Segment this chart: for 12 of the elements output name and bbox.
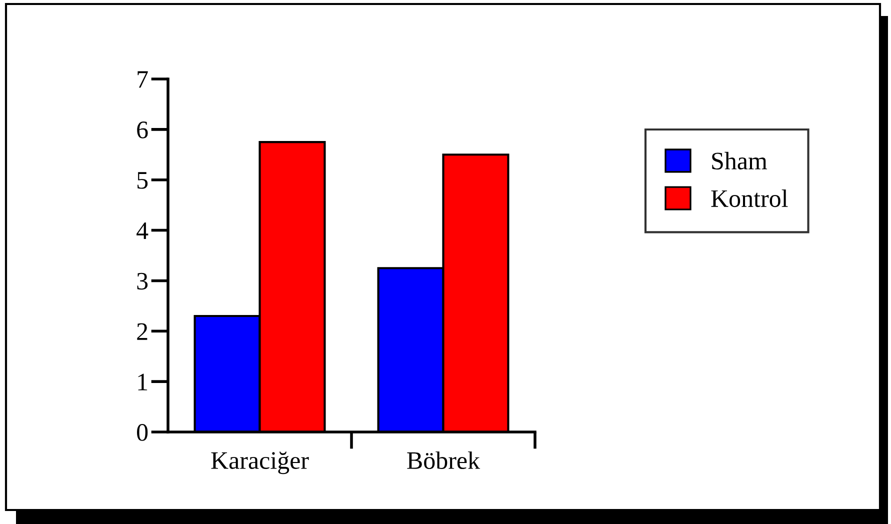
y-tick-label: 5 [138, 172, 148, 189]
legend-label: Sham [712, 152, 768, 170]
y-tick-label: 3 [137, 272, 148, 290]
y-tick-label: 1 [138, 374, 148, 390]
y-tick-label: 0 [137, 424, 148, 441]
legend-label: Kontrol [711, 189, 788, 208]
y-tick-label: 2 [137, 323, 148, 340]
x-tick-label: Böbrek [407, 451, 480, 470]
y-tick-label: 7 [138, 71, 148, 88]
y-tick-label: 6 [137, 122, 148, 138]
y-tick-label: 4 [136, 222, 148, 239]
x-tick-label: Karaciğer [211, 452, 309, 474]
